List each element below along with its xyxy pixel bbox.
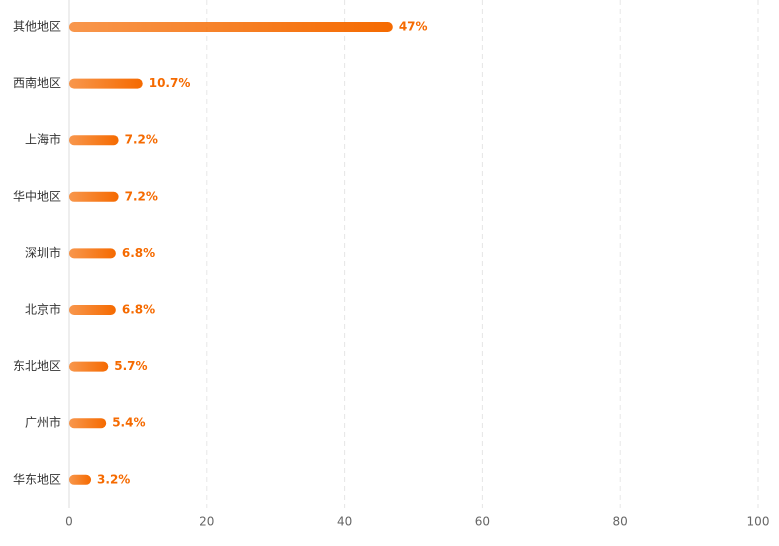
value-label: 7.2% — [125, 189, 158, 203]
value-label: 6.8% — [122, 246, 155, 260]
value-label: 10.7% — [149, 76, 191, 90]
y-tick-label: 上海市 — [25, 132, 61, 147]
y-tick-label: 东北地区 — [13, 359, 61, 373]
y-tick-label: 华中地区 — [13, 188, 61, 203]
bar — [69, 248, 116, 259]
value-label: 6.8% — [122, 303, 155, 317]
bar — [69, 78, 143, 89]
x-tick-label: 80 — [613, 515, 628, 529]
y-tick-label: 其他地区 — [13, 20, 61, 34]
x-tick-label: 40 — [337, 515, 352, 529]
bar — [69, 361, 109, 372]
value-label: 3.2% — [97, 472, 130, 486]
bar — [69, 474, 92, 485]
value-label: 5.7% — [114, 359, 147, 373]
value-label: 7.2% — [125, 133, 158, 147]
value-label: 5.4% — [112, 416, 145, 430]
bar — [69, 191, 119, 202]
value-label: 47% — [399, 20, 428, 34]
y-tick-label: 深圳市 — [25, 245, 61, 260]
y-tick-label: 西南地区 — [13, 75, 61, 90]
x-tick-label: 20 — [199, 515, 214, 529]
bar — [69, 418, 107, 429]
x-tick-label: 60 — [475, 515, 490, 529]
y-tick-label: 北京市 — [25, 302, 61, 317]
bar — [69, 135, 119, 146]
y-tick-label: 华东地区 — [13, 472, 61, 486]
x-tick-label: 0 — [65, 515, 73, 529]
y-tick-label: 广州市 — [25, 415, 61, 430]
bar — [69, 22, 393, 32]
bar — [69, 305, 116, 315]
x-tick-label: 100 — [747, 515, 770, 529]
